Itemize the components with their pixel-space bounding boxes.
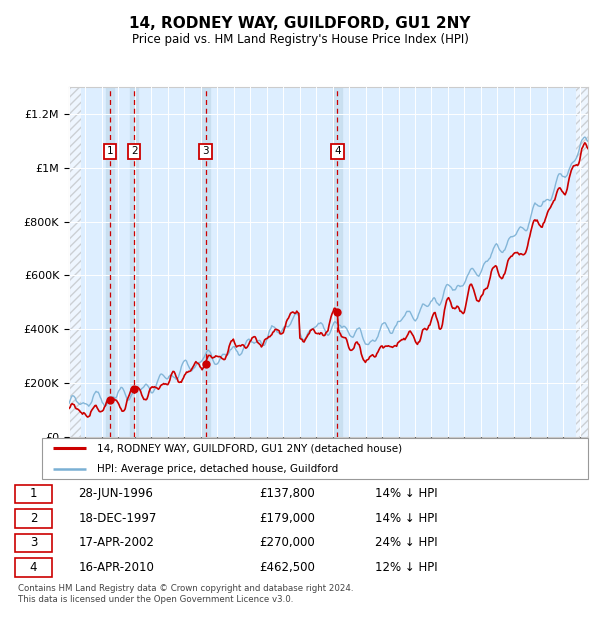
Text: £462,500: £462,500 bbox=[260, 561, 316, 574]
Text: £270,000: £270,000 bbox=[260, 536, 316, 549]
Text: 28-JUN-1996: 28-JUN-1996 bbox=[78, 487, 153, 500]
Text: 24% ↓ HPI: 24% ↓ HPI bbox=[375, 536, 437, 549]
Text: 4: 4 bbox=[334, 146, 341, 156]
Text: 12% ↓ HPI: 12% ↓ HPI bbox=[375, 561, 437, 574]
Bar bbox=[69, 87, 82, 437]
Bar bbox=[202, 87, 210, 437]
Text: 14, RODNEY WAY, GUILDFORD, GU1 2NY: 14, RODNEY WAY, GUILDFORD, GU1 2NY bbox=[129, 16, 471, 30]
Bar bbox=[106, 87, 114, 437]
FancyBboxPatch shape bbox=[15, 485, 52, 503]
Text: 1: 1 bbox=[30, 487, 37, 500]
Text: £179,000: £179,000 bbox=[260, 512, 316, 525]
Text: 17-APR-2002: 17-APR-2002 bbox=[78, 536, 154, 549]
Text: 2: 2 bbox=[30, 512, 37, 525]
Text: 14% ↓ HPI: 14% ↓ HPI bbox=[375, 512, 437, 525]
Bar bbox=[333, 87, 341, 437]
Text: £137,800: £137,800 bbox=[260, 487, 316, 500]
Text: 14, RODNEY WAY, GUILDFORD, GU1 2NY (detached house): 14, RODNEY WAY, GUILDFORD, GU1 2NY (deta… bbox=[97, 443, 402, 453]
Text: 3: 3 bbox=[30, 536, 37, 549]
Text: This data is licensed under the Open Government Licence v3.0.: This data is licensed under the Open Gov… bbox=[18, 595, 293, 604]
Bar bbox=[575, 87, 588, 437]
Text: 3: 3 bbox=[202, 146, 209, 156]
Text: 1: 1 bbox=[107, 146, 113, 156]
FancyBboxPatch shape bbox=[42, 438, 588, 479]
FancyBboxPatch shape bbox=[15, 558, 52, 577]
Text: 2: 2 bbox=[131, 146, 137, 156]
Text: 18-DEC-1997: 18-DEC-1997 bbox=[78, 512, 157, 525]
Text: Contains HM Land Registry data © Crown copyright and database right 2024.: Contains HM Land Registry data © Crown c… bbox=[18, 584, 353, 593]
FancyBboxPatch shape bbox=[15, 509, 52, 528]
Text: Price paid vs. HM Land Registry's House Price Index (HPI): Price paid vs. HM Land Registry's House … bbox=[131, 33, 469, 46]
Bar bbox=[130, 87, 139, 437]
Text: 16-APR-2010: 16-APR-2010 bbox=[78, 561, 154, 574]
Text: 4: 4 bbox=[30, 561, 37, 574]
Text: HPI: Average price, detached house, Guildford: HPI: Average price, detached house, Guil… bbox=[97, 464, 338, 474]
Text: 14% ↓ HPI: 14% ↓ HPI bbox=[375, 487, 437, 500]
FancyBboxPatch shape bbox=[15, 534, 52, 552]
